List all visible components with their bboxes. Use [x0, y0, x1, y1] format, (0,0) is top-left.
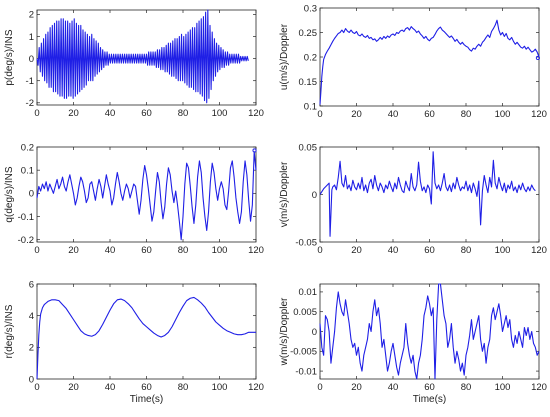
x-tick-label-r: 120 — [248, 382, 264, 393]
y-axis-label-w: w(m/s)/Doppler — [279, 297, 290, 366]
x-tick-label-u: 60 — [424, 109, 435, 120]
y-axis-label-p: p(deg/s)/INS — [4, 29, 15, 85]
y-tick-label-u: 0.15 — [299, 77, 318, 88]
y-tick-label-w: -0.01 — [295, 366, 317, 377]
subplot-q: 0 20 40 60 80 100 120 -0.2 -0.1 0 0.1 0.2 q(deg/s)/I… — [4, 142, 264, 256]
x-tick-label-w: 20 — [351, 382, 362, 393]
x-tick-label-v: 80 — [461, 245, 472, 256]
y-tick-label-q: 0.1 — [21, 165, 34, 176]
x-tick-label-r: 0 — [34, 382, 39, 393]
x-tick-label-r: 60 — [141, 382, 152, 393]
x-tick-label-p: 120 — [248, 108, 264, 119]
y-tick-label-q: 0.2 — [21, 142, 34, 153]
x-tick-label-q: 120 — [248, 245, 264, 256]
x-tick-label-w: 120 — [531, 382, 547, 393]
series-line-q — [36, 151, 257, 241]
x-tick-label-p: 60 — [141, 108, 152, 119]
series-marker-u — [535, 55, 540, 61]
x-tick-label-u: 40 — [388, 109, 399, 120]
x-tick-label-v: 40 — [388, 245, 399, 256]
x-tick-label-u: 80 — [461, 109, 472, 120]
subplot-p: 0 20 40 60 80 100 120 -2 -1 0 1 2 p(deg/s)/INS — [4, 9, 264, 119]
x-tick-label-p: 40 — [105, 108, 116, 119]
x-tick-label-q: 40 — [105, 245, 116, 256]
y-tick-label-u: 0.1 — [304, 101, 317, 112]
y-tick-label-p: 0 — [29, 54, 34, 65]
x-tick-label-p: 20 — [68, 108, 79, 119]
x-tick-label-q: 100 — [212, 245, 228, 256]
series-line-r — [36, 296, 256, 380]
y-tick-label-w: 0.005 — [293, 307, 317, 318]
series-marker-q — [252, 148, 257, 153]
x-tick-label-w: 0 — [317, 382, 322, 393]
y-tick-label-q: -0.2 — [18, 235, 34, 246]
y-axis-label-v: v(m/s)/Doppler — [279, 161, 290, 227]
x-tick-label-r: 20 — [68, 382, 79, 393]
axes-frame-w — [319, 283, 540, 380]
y-tick-label-v: 0 — [312, 190, 317, 201]
y-tick-label-r: 4 — [29, 311, 34, 322]
x-tick-label-w: 100 — [495, 382, 511, 393]
x-axis-label-w: Time(s) — [413, 394, 447, 405]
y-tick-label-r: 2 — [29, 343, 34, 354]
axes-frame-q — [36, 146, 257, 243]
x-tick-label-q: 20 — [68, 245, 79, 256]
x-tick-label-r: 40 — [105, 382, 116, 393]
x-tick-label-q: 60 — [141, 245, 152, 256]
series-line-v — [319, 151, 536, 237]
x-axis-label-r: Time(s) — [130, 394, 164, 405]
y-tick-label-v: 0.05 — [299, 142, 318, 153]
x-tick-label-r: 80 — [178, 382, 189, 393]
x-tick-label-p: 80 — [178, 108, 189, 119]
x-tick-label-q: 80 — [178, 245, 189, 256]
x-tick-label-q: 0 — [34, 245, 39, 256]
subplot-u: 0 20 40 60 80 100 120 0.1 0.15 0.2 0.25 0.3 u(m/s)/D… — [279, 3, 547, 120]
series-line-w — [319, 283, 540, 380]
x-tick-label-w: 80 — [461, 382, 472, 393]
x-tick-label-r: 100 — [212, 382, 228, 393]
y-tick-label-v: -0.05 — [295, 237, 317, 248]
subplot-w: 0 20 40 60 80 100 120 -0.01 -0.005 0 0.005 0.01 w(m/… — [279, 283, 547, 405]
y-tick-label-u: 0.2 — [304, 52, 317, 63]
y-tick-label-u: 0.25 — [299, 28, 318, 39]
y-tick-label-p: -1 — [26, 76, 34, 87]
x-tick-label-u: 0 — [317, 109, 322, 120]
y-tick-label-r: 0 — [29, 374, 34, 385]
y-axis-label-r: r(deg/s)/INS — [4, 304, 15, 358]
y-tick-label-p: -2 — [26, 98, 34, 109]
y-tick-label-u: 0.3 — [304, 3, 317, 14]
x-tick-label-v: 100 — [495, 245, 511, 256]
x-tick-label-u: 100 — [495, 109, 511, 120]
series-line-u — [319, 19, 540, 105]
x-tick-label-w: 60 — [424, 382, 435, 393]
x-tick-label-v: 120 — [531, 245, 547, 256]
x-tick-label-v: 0 — [317, 245, 322, 256]
y-tick-label-q: -0.1 — [18, 212, 34, 223]
axes-frame-r — [36, 283, 257, 380]
subplot-r: 0 20 40 60 80 100 120 0 2 4 6 r(deg/s)/INS Time(s) — [4, 279, 264, 405]
y-tick-label-p: 2 — [29, 10, 34, 21]
x-tick-label-v: 60 — [424, 245, 435, 256]
axes-frame-v — [319, 146, 540, 243]
x-tick-label-v: 20 — [351, 245, 362, 256]
axes-frame-u — [319, 7, 540, 107]
x-tick-label-u: 20 — [351, 109, 362, 120]
y-tick-label-w: 0.01 — [299, 287, 318, 298]
x-tick-label-p: 0 — [34, 108, 39, 119]
y-axis-label-u: u(m/s)/Doppler — [279, 23, 290, 90]
x-tick-label-w: 40 — [388, 382, 399, 393]
y-tick-label-r: 6 — [29, 279, 34, 290]
y-tick-label-w: 0 — [312, 327, 317, 338]
y-axis-label-q: q(deg/s)/INS — [4, 166, 15, 222]
x-tick-label-p: 100 — [212, 108, 228, 119]
series-line-p — [36, 9, 249, 104]
y-tick-label-p: 1 — [29, 32, 34, 43]
y-tick-label-q: 0 — [29, 189, 34, 200]
x-tick-label-u: 120 — [531, 109, 547, 120]
y-tick-label-w: -0.005 — [290, 347, 317, 358]
